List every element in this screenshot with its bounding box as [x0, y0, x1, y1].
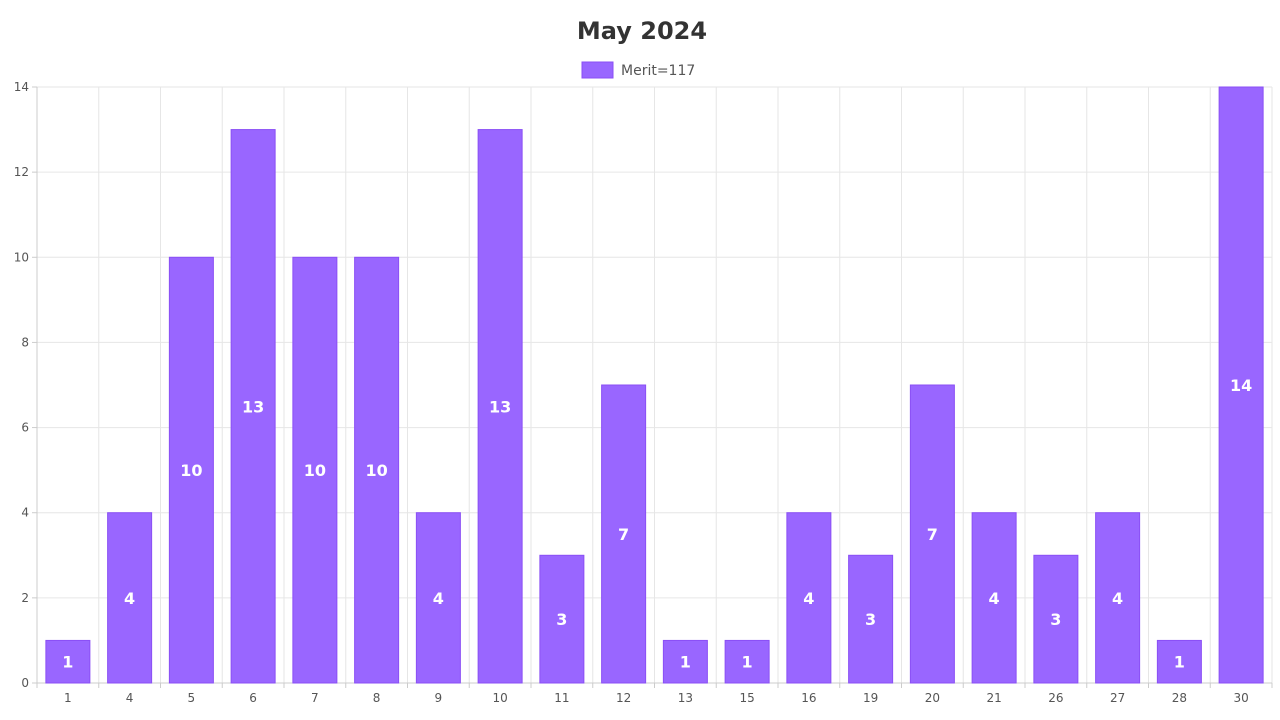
- x-tick-label: 26: [1048, 691, 1063, 705]
- bar[interactable]: [786, 512, 832, 684]
- bar-value-label: 3: [865, 610, 876, 629]
- x-tick-label: 8: [373, 691, 381, 705]
- bar[interactable]: [1095, 512, 1141, 684]
- bar-value-label: 4: [433, 589, 444, 608]
- x-tick-label: 19: [863, 691, 878, 705]
- x-tick-label: 28: [1172, 691, 1187, 705]
- bar-value-label: 10: [304, 461, 326, 480]
- x-tick-label: 4: [126, 691, 134, 705]
- x-tick-label: 11: [554, 691, 569, 705]
- bar[interactable]: [415, 512, 461, 684]
- bar-value-label: 1: [62, 653, 73, 672]
- x-tick-label: 10: [492, 691, 507, 705]
- bar-value-label: 3: [1050, 610, 1061, 629]
- x-tick-label: 30: [1233, 691, 1248, 705]
- bar[interactable]: [971, 512, 1017, 684]
- x-tick-label: 13: [678, 691, 693, 705]
- bar-value-label: 10: [180, 461, 202, 480]
- chart-title: May 2024: [577, 17, 707, 45]
- y-tick-label: 2: [21, 591, 29, 605]
- x-tick-label: 9: [435, 691, 443, 705]
- bar-value-label: 14: [1230, 376, 1252, 395]
- bar[interactable]: [107, 512, 153, 684]
- y-tick-label: 10: [14, 250, 29, 264]
- bar-value-label: 1: [1174, 653, 1185, 672]
- bar[interactable]: [354, 256, 400, 684]
- bar-value-label: 4: [1112, 589, 1123, 608]
- bar-value-label: 3: [556, 610, 567, 629]
- y-tick-label: 8: [21, 335, 29, 349]
- x-tick-label: 5: [188, 691, 196, 705]
- x-tick-label: 20: [925, 691, 940, 705]
- x-tick-label: 6: [249, 691, 257, 705]
- y-tick-label: 12: [14, 165, 29, 179]
- x-tick-label: 12: [616, 691, 631, 705]
- bar[interactable]: [539, 554, 585, 684]
- bar[interactable]: [848, 554, 894, 684]
- y-tick-label: 0: [21, 676, 29, 690]
- bar-value-label: 13: [489, 397, 511, 416]
- bar[interactable]: [1156, 639, 1202, 684]
- x-tick-label: 1: [64, 691, 72, 705]
- x-tick-label: 21: [986, 691, 1001, 705]
- bar-value-label: 7: [927, 525, 938, 544]
- bar[interactable]: [292, 256, 338, 684]
- bar-value-label: 1: [742, 653, 753, 672]
- y-tick-label: 4: [21, 506, 29, 520]
- x-tick-label: 15: [739, 691, 754, 705]
- x-tick-label: 7: [311, 691, 319, 705]
- bar-value-label: 1: [680, 653, 691, 672]
- y-tick-label: 14: [14, 80, 29, 94]
- x-tick-label: 27: [1110, 691, 1125, 705]
- bar[interactable]: [601, 384, 647, 684]
- bar-value-label: 10: [365, 461, 387, 480]
- y-tick-label: 6: [21, 421, 29, 435]
- bar[interactable]: [1033, 554, 1079, 684]
- bar[interactable]: [1218, 86, 1264, 684]
- legend[interactable]: Merit=117: [581, 61, 695, 79]
- bar-value-label: 13: [242, 397, 264, 416]
- bars: [45, 86, 1264, 684]
- legend-swatch: [581, 61, 614, 79]
- bar-value-label: 4: [124, 589, 135, 608]
- grid: [37, 86, 1273, 684]
- bar[interactable]: [724, 639, 770, 684]
- x-tick-label: 16: [801, 691, 816, 705]
- bar-value-label: 4: [803, 589, 814, 608]
- bar[interactable]: [909, 384, 955, 684]
- bar[interactable]: [230, 129, 276, 684]
- bar-value-label: 4: [989, 589, 1000, 608]
- bar[interactable]: [662, 639, 708, 684]
- bar-value-label: 7: [618, 525, 629, 544]
- legend-label: Merit=117: [621, 63, 695, 79]
- bar[interactable]: [45, 639, 91, 684]
- bar[interactable]: [477, 129, 523, 684]
- bar[interactable]: [168, 256, 214, 684]
